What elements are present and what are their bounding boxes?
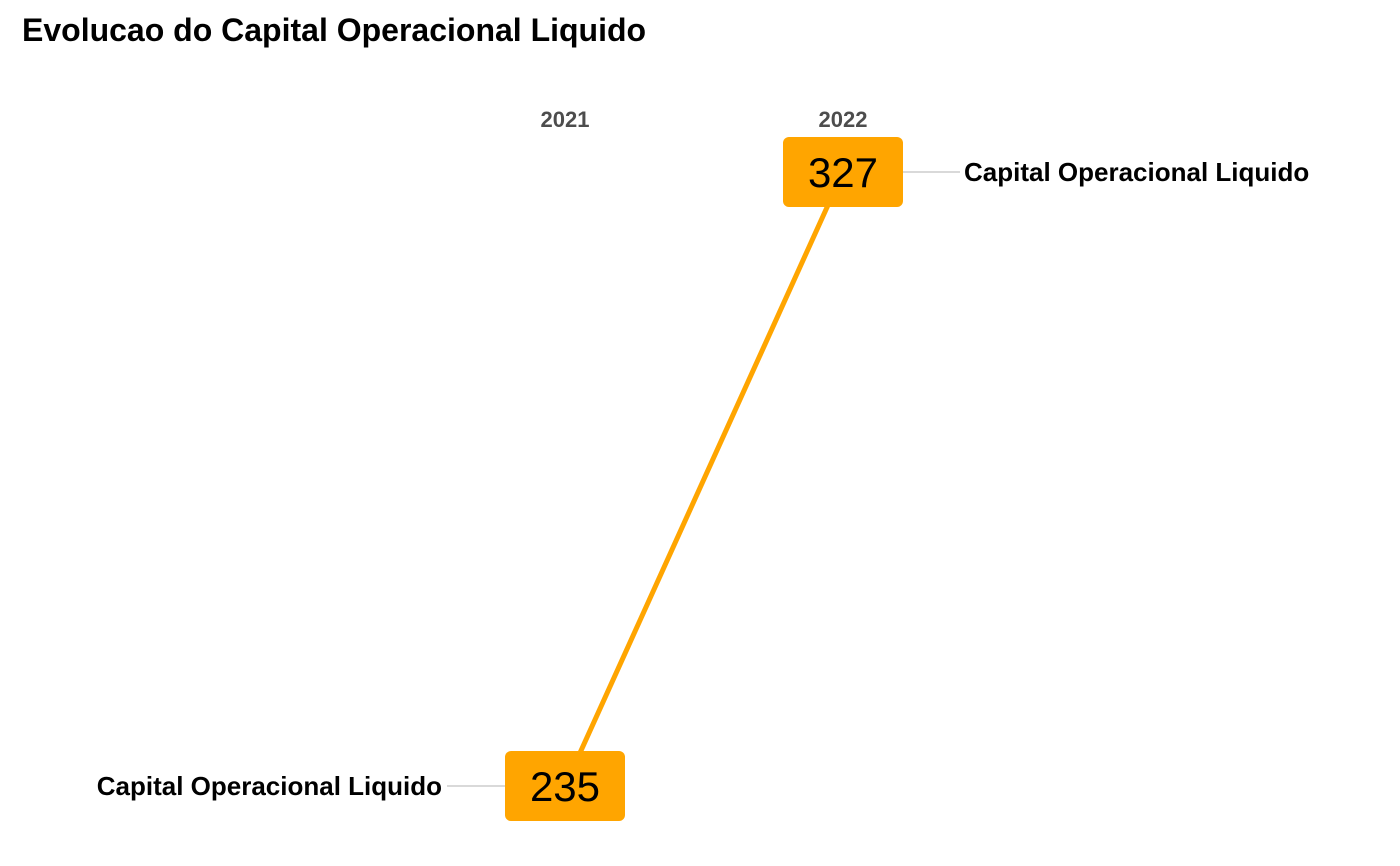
series-end-label: Capital Operacional Liquido [964, 157, 1309, 187]
series-line [562, 170, 846, 788]
x-tick-label-2021: 2021 [541, 107, 590, 132]
series-start-label: Capital Operacional Liquido [97, 771, 442, 801]
value-box-2022: 327 [783, 137, 903, 207]
value-label-2022: 327 [808, 149, 878, 196]
chart-title: Evolucao do Capital Operacional Liquido [22, 12, 646, 48]
value-label-2021: 235 [530, 763, 600, 810]
x-tick-label-2022: 2022 [819, 107, 868, 132]
value-box-2021: 235 [505, 751, 625, 821]
value-box-2021-background [505, 751, 625, 821]
value-box-2022-background [783, 137, 903, 207]
